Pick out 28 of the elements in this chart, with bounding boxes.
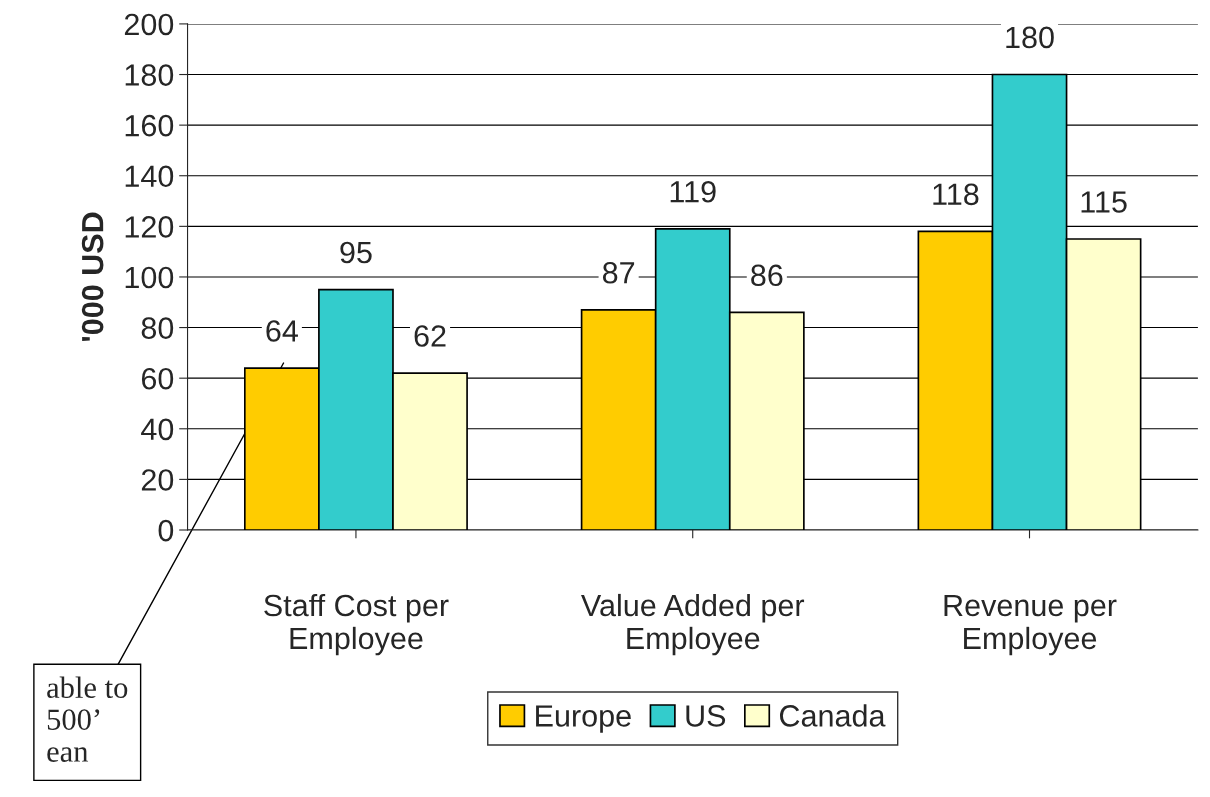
y-tick-label: 120 xyxy=(125,216,174,238)
data-label: 180 xyxy=(1006,26,1054,49)
y-tick-label: 140 xyxy=(125,165,174,188)
data-label: 118 xyxy=(933,183,979,206)
y-tick-label: 100 xyxy=(125,266,174,289)
data-label: 87 xyxy=(602,261,635,284)
y-tick-label: 80 xyxy=(141,317,174,339)
legend-label: Europe xyxy=(536,705,631,733)
data-label: 64 xyxy=(266,320,298,342)
x-tick-label: Value Added per Employee xyxy=(581,593,805,656)
data-label: 86 xyxy=(751,264,783,287)
text: able to 500’ ean xyxy=(47,676,128,762)
data-label: 62 xyxy=(414,325,446,347)
y-tick-label: 20 xyxy=(141,469,174,491)
y-axis-title: '000 USD xyxy=(81,212,104,341)
x-tick-label: Staff Cost per Employee xyxy=(264,593,449,656)
y-tick-label: 200 xyxy=(124,13,174,36)
y-tick-label: 160 xyxy=(125,114,174,137)
y-tick-label: 60 xyxy=(141,367,174,390)
data-label: 95 xyxy=(340,241,372,264)
y-tick-label: 0 xyxy=(158,519,174,542)
x-tick-label: Revenue per Employee xyxy=(944,595,1117,656)
data-label: 119 xyxy=(670,180,716,203)
legend-label: Canada xyxy=(780,704,886,727)
legend-label: US xyxy=(686,705,726,727)
y-tick-label: 40 xyxy=(141,418,174,441)
y-tick-label: 180 xyxy=(125,64,174,86)
data-label: 115 xyxy=(1081,191,1127,213)
